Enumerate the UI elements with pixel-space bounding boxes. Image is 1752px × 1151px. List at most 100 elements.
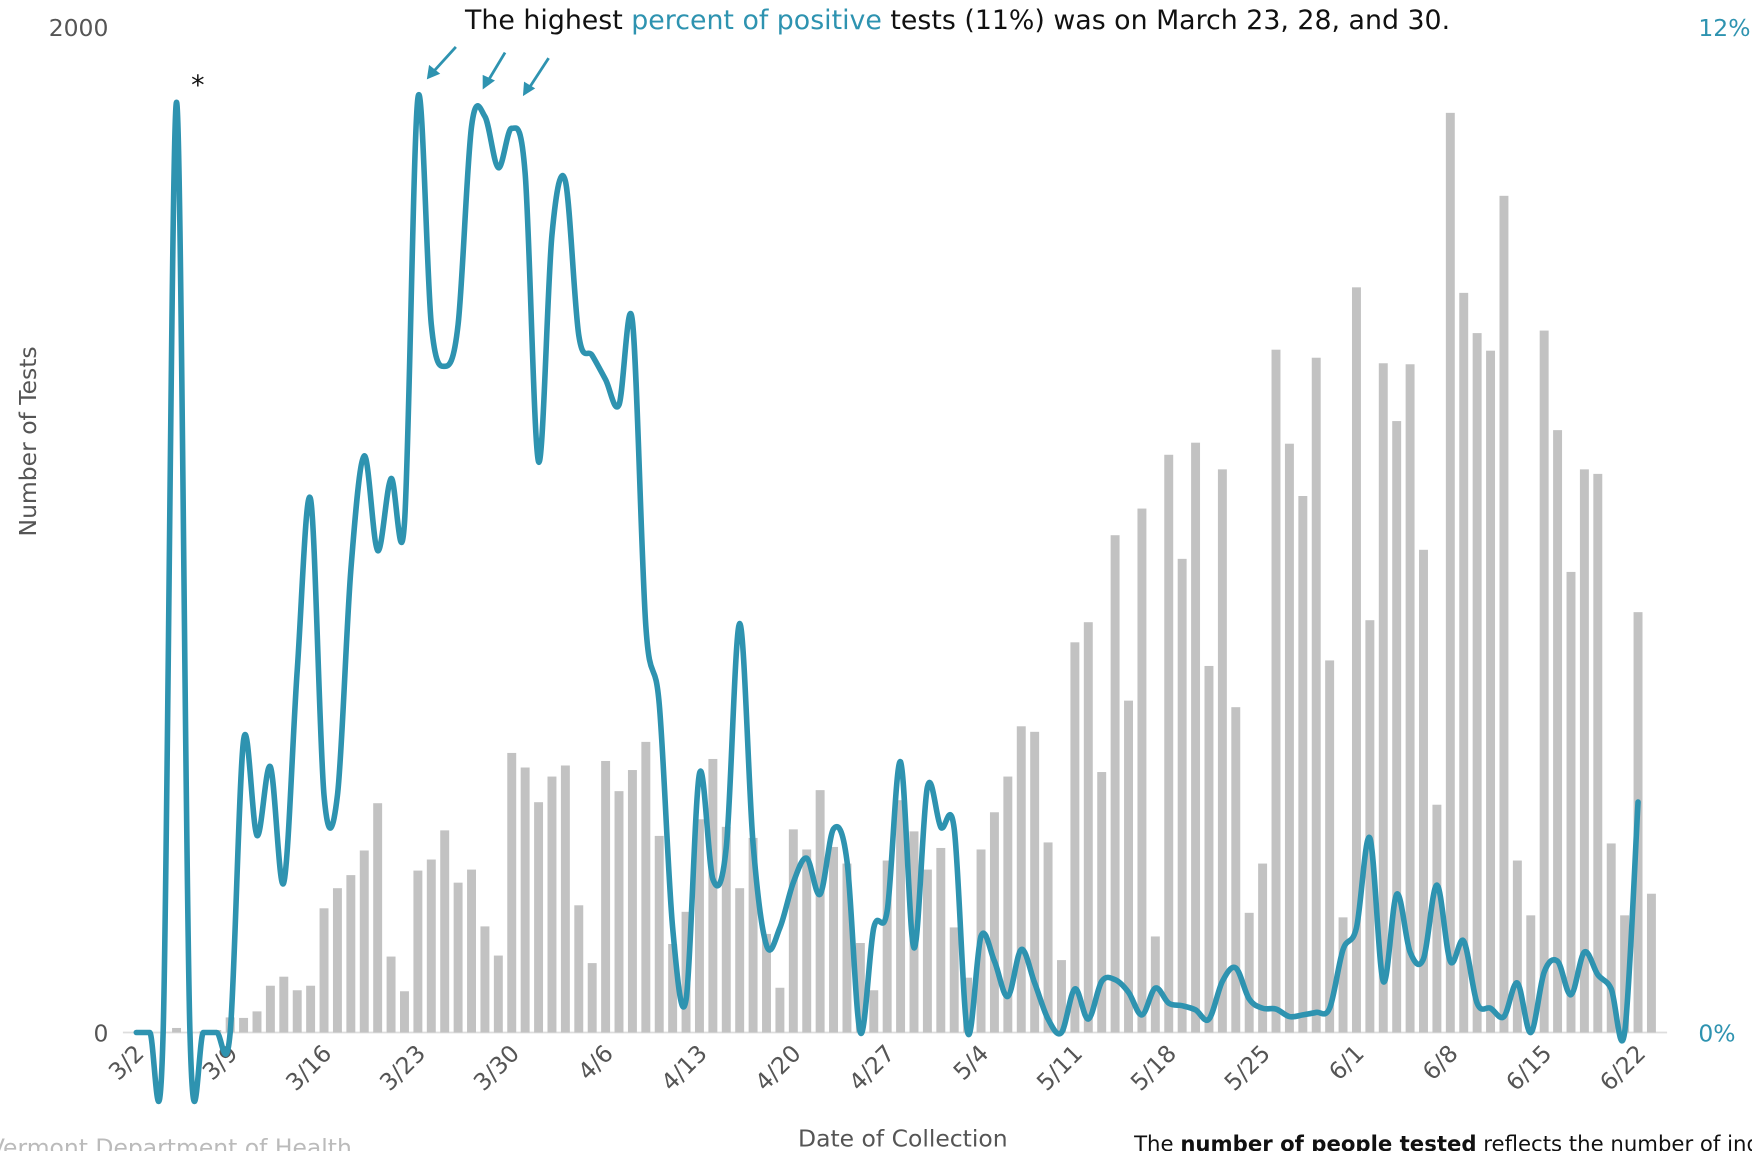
x-tick-label: 6/1	[1323, 1039, 1369, 1085]
bar	[1124, 700, 1133, 1033]
bar	[332, 888, 342, 1033]
note-text: reflects the number of ind	[1477, 1132, 1752, 1151]
bar	[1566, 571, 1576, 1033]
bar	[292, 990, 302, 1033]
bar	[815, 790, 825, 1033]
bar	[1097, 772, 1107, 1033]
bar	[1244, 912, 1254, 1033]
bar	[1325, 660, 1335, 1033]
x-tick-label: 6/22	[1594, 1039, 1651, 1096]
x-tick-label: 6/15	[1500, 1039, 1557, 1096]
bar	[1459, 292, 1469, 1033]
bar	[319, 908, 329, 1033]
bar	[265, 985, 275, 1033]
bar	[453, 882, 463, 1033]
x-tick-label: 3/16	[280, 1039, 337, 1096]
y-axis-label: Number of Tests	[14, 346, 42, 536]
bar	[1016, 726, 1026, 1033]
bar	[574, 905, 584, 1033]
bar	[896, 800, 906, 1033]
bar	[520, 767, 530, 1033]
x-tick-label: 6/8	[1417, 1039, 1463, 1085]
bar	[1486, 350, 1496, 1033]
x-tick-label: 4/6	[572, 1039, 618, 1085]
x-tick-label: 3/30	[468, 1039, 525, 1096]
bar	[467, 869, 476, 1033]
x-tick-label: 5/18	[1125, 1039, 1182, 1096]
bar	[989, 812, 999, 1033]
x-tick-label: 3/2	[103, 1039, 149, 1085]
bar	[1432, 804, 1442, 1033]
bar	[668, 944, 678, 1033]
y2-tick-label: 0%	[1698, 1019, 1735, 1047]
bar	[1539, 330, 1549, 1033]
bar	[842, 863, 852, 1033]
bar	[949, 927, 959, 1033]
bar	[1164, 454, 1174, 1033]
bar	[493, 955, 503, 1033]
bar	[534, 802, 544, 1033]
annotation-text: The highest	[464, 5, 631, 36]
bar	[1217, 469, 1227, 1033]
bar	[708, 758, 718, 1033]
x-tick-label: 5/4	[948, 1039, 994, 1085]
bar	[1110, 535, 1120, 1033]
annotation-text: tests (11%) was on March 23, 28, and 30.	[882, 5, 1450, 36]
x-tick-label: 4/13	[656, 1039, 713, 1096]
bar	[426, 859, 436, 1033]
bar	[1419, 549, 1428, 1033]
bar	[1526, 915, 1536, 1033]
bar	[1150, 936, 1160, 1033]
bar	[1284, 443, 1294, 1033]
bar	[1258, 863, 1268, 1033]
bar	[1311, 357, 1321, 1033]
bar	[614, 791, 624, 1033]
bar	[1003, 776, 1013, 1033]
arrows	[426, 46, 550, 97]
x-tick-label: 4/20	[749, 1039, 806, 1096]
bar	[1043, 842, 1053, 1033]
bar	[869, 990, 879, 1033]
bar	[1472, 333, 1482, 1033]
bar	[400, 991, 409, 1033]
bar	[829, 846, 839, 1033]
bar	[1137, 508, 1147, 1033]
bar	[560, 765, 570, 1033]
x-axis-label: Date of Collection	[798, 1124, 1008, 1151]
bar	[440, 830, 450, 1033]
note: The number of people tested reflects the…	[1133, 1132, 1752, 1151]
bar	[1298, 496, 1308, 1033]
bar	[386, 956, 396, 1033]
bar	[306, 985, 316, 1033]
bar	[1030, 731, 1040, 1033]
bar	[359, 850, 369, 1033]
bar	[882, 860, 892, 1033]
bar	[1338, 917, 1348, 1033]
bar	[1445, 112, 1455, 1033]
bar	[694, 819, 704, 1033]
bar	[1405, 364, 1415, 1033]
bar	[775, 987, 785, 1033]
bar	[1499, 195, 1509, 1033]
bar	[373, 803, 383, 1033]
bar	[641, 741, 651, 1033]
x-tick-label: 5/11	[1031, 1039, 1088, 1096]
bar	[922, 869, 932, 1033]
bar	[1204, 665, 1214, 1033]
bar	[587, 963, 597, 1033]
note-text: The	[1133, 1132, 1180, 1151]
bar	[627, 770, 637, 1033]
asterisk: *	[191, 70, 204, 101]
y-tick-label: 0	[93, 1019, 108, 1047]
line	[133, 92, 1641, 1105]
x-tick-label: 3/23	[374, 1039, 431, 1096]
bar	[413, 870, 423, 1033]
bar	[507, 752, 517, 1033]
source: Vermont Department of Health	[0, 1133, 352, 1151]
bar	[721, 826, 731, 1033]
bar	[1365, 620, 1375, 1033]
annotation-highlight: percent of positive	[631, 5, 882, 36]
bar	[1646, 893, 1656, 1033]
